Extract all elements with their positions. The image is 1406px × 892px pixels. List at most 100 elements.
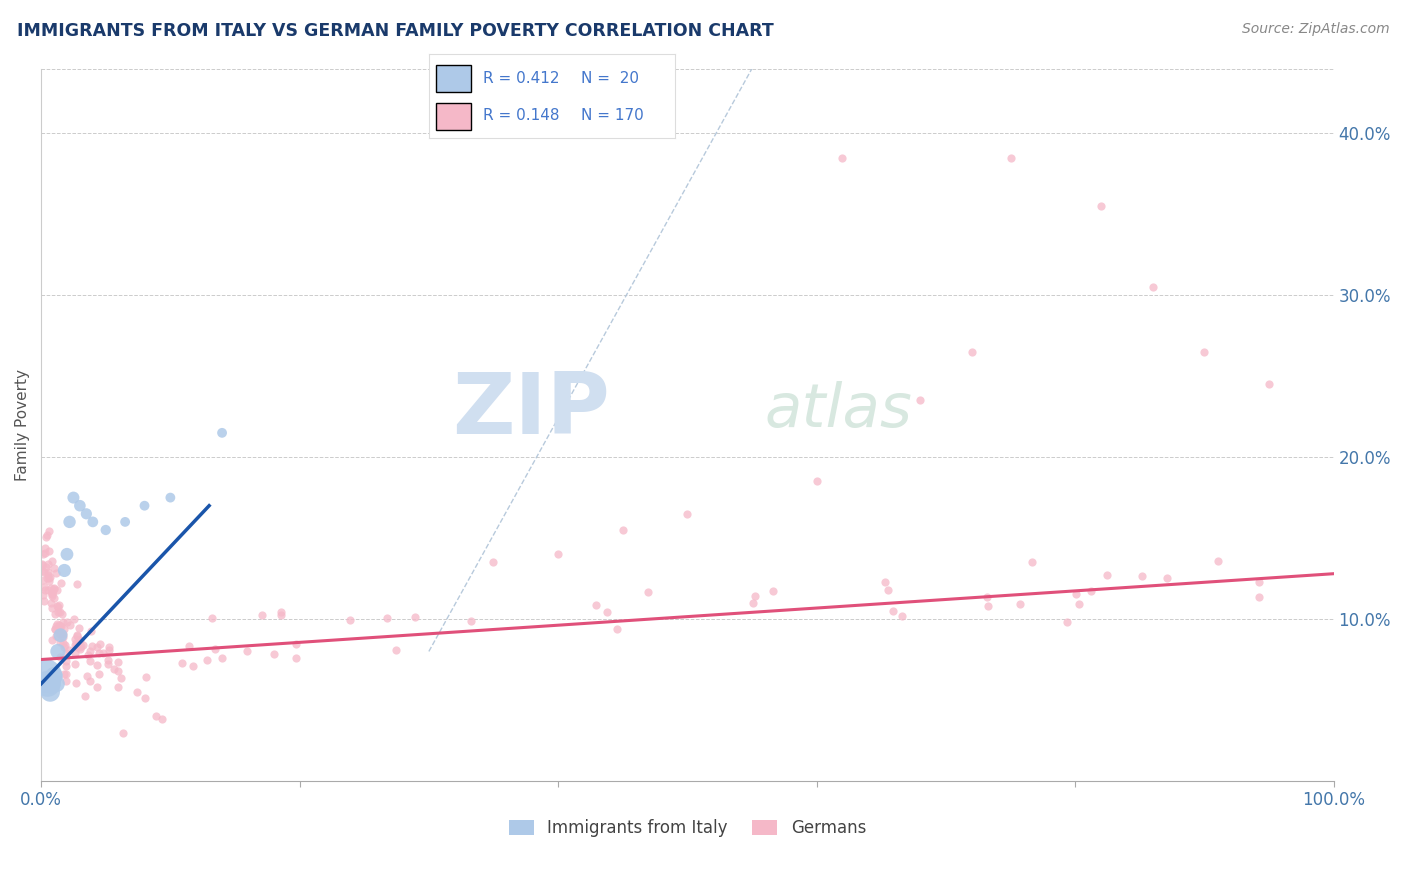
Point [32,547,55,561]
Point [38,571,60,585]
Point [52,635,75,649]
Point [49,628,72,642]
Point [49,576,72,591]
Point [250,608,273,623]
Point [908,393,931,408]
Text: N = 170: N = 170 [582,108,644,123]
Point [201,611,224,625]
Point [761,584,783,599]
Point [37,565,59,579]
Point [1056,615,1078,629]
Point [63,632,86,647]
Point [211,651,233,665]
Point [52,615,75,629]
Point [1247,590,1270,604]
Point [107,665,129,679]
Point [82,640,104,654]
Point [39,685,62,699]
Point [56,615,79,629]
Point [73,689,96,703]
Point [34,541,56,556]
Point [46,605,69,619]
Point [76,648,98,662]
Point [103,662,125,676]
Point [42,591,65,605]
Point [35,528,58,542]
Point [177,639,200,653]
Point [34,583,56,598]
Point [70,639,93,653]
Point [39,597,62,611]
Point [263,647,285,661]
Point [404,610,426,624]
Text: R = 0.148: R = 0.148 [484,108,560,123]
Point [62,612,84,626]
Point [48,622,70,636]
Point [41,632,63,647]
Point [69,640,91,654]
Point [41,587,63,601]
Point [1067,597,1090,611]
Point [46,600,69,615]
Point [482,555,505,569]
Point [877,582,900,597]
Text: Source: ZipAtlas.com: Source: ZipAtlas.com [1241,22,1389,37]
Point [44,622,66,636]
Point [32,565,55,579]
Point [960,344,983,359]
Point [1064,587,1087,601]
Point [1156,571,1178,585]
Point [211,425,233,440]
Text: R = 0.412: R = 0.412 [484,70,560,86]
Point [44,561,66,575]
Point [1130,568,1153,582]
Text: N =  20: N = 20 [582,70,640,86]
Point [37,583,59,598]
Point [55,646,77,660]
Point [35,559,58,574]
Point [55,654,77,668]
Point [45,566,67,580]
Point [41,587,63,601]
FancyBboxPatch shape [436,64,471,92]
Point [385,642,408,657]
Point [676,507,699,521]
Point [285,637,308,651]
Point [87,646,110,660]
Point [97,657,120,671]
Point [49,605,72,619]
Point [38,524,60,539]
Point [34,669,56,683]
Point [37,568,59,582]
Point [52,627,75,641]
Point [637,584,659,599]
Point [107,680,129,694]
Point [135,669,157,683]
Point [882,604,904,618]
Point [41,589,63,603]
FancyBboxPatch shape [436,103,471,130]
Point [48,619,70,633]
Point [107,655,129,669]
Point [37,677,59,691]
Point [1008,598,1031,612]
Point [59,617,82,632]
Point [270,607,292,622]
Point [112,726,135,740]
Point [172,657,194,671]
Point [31,557,53,571]
Point [34,546,56,560]
Point [806,475,828,489]
Point [67,621,90,635]
Point [79,654,101,668]
Point [58,515,80,529]
Text: atlas: atlas [765,381,912,440]
Point [51,630,73,644]
Y-axis label: Family Poverty: Family Poverty [15,368,30,481]
Point [53,640,76,654]
Point [873,574,896,589]
Point [65,636,87,650]
Text: IMMIGRANTS FROM ITALY VS GERMAN FAMILY POVERTY CORRELATION CHART: IMMIGRANTS FROM ITALY VS GERMAN FAMILY P… [17,22,773,40]
Point [75,507,97,521]
Point [63,647,86,661]
